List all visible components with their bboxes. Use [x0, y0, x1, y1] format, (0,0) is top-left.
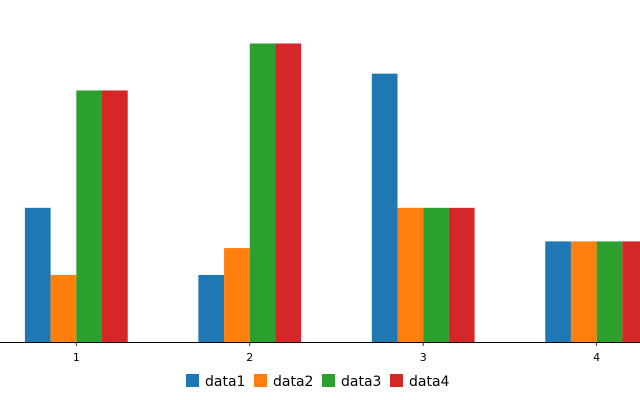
- bar-data2-2: [224, 248, 250, 342]
- x-tick-label-4: 4: [593, 351, 600, 364]
- legend-swatch-data1: [186, 374, 199, 387]
- bar-data4-4: [622, 241, 640, 343]
- legend-item-data2: data2: [254, 374, 313, 390]
- bar-data1-2: [198, 274, 225, 342]
- bar-data4-1: [102, 90, 128, 342]
- bar-data1-1: [24, 207, 51, 342]
- bar-data3-1: [76, 90, 103, 342]
- legend-item-data4: data4: [390, 374, 450, 390]
- bar-data1-3: [371, 73, 398, 343]
- x-tick-label-2: 2: [246, 351, 253, 364]
- legend-label-data3: data3: [341, 374, 381, 390]
- bars-group: [24, 43, 640, 343]
- legend-label-data4: data4: [409, 374, 450, 390]
- legend-item-data1: data1: [186, 374, 245, 390]
- bar-data3-2: [249, 43, 276, 342]
- legend-swatch-data4: [390, 374, 403, 387]
- legend-swatch-data3: [322, 374, 335, 387]
- x-tick-label-1: 1: [73, 351, 80, 364]
- legend-label-data1: data1: [205, 374, 245, 390]
- bar-data3-4: [596, 241, 623, 343]
- x-tick-label-3: 3: [420, 351, 427, 364]
- bar-data2-4: [570, 241, 597, 343]
- bar-data4-3: [448, 207, 475, 342]
- bar-data2-1: [50, 274, 77, 342]
- legend-label-data2: data2: [273, 374, 313, 390]
- bar-data2-3: [397, 207, 424, 342]
- bar-data4-2: [275, 43, 302, 342]
- bar-data3-3: [423, 207, 449, 342]
- x-axis-ticks: 1 2 3 4: [73, 342, 600, 364]
- bar-data1-4: [545, 241, 571, 343]
- legend: data1 data2 data3 data4: [186, 374, 450, 390]
- legend-item-data3: data3: [322, 374, 381, 390]
- legend-swatch-data2: [254, 374, 267, 387]
